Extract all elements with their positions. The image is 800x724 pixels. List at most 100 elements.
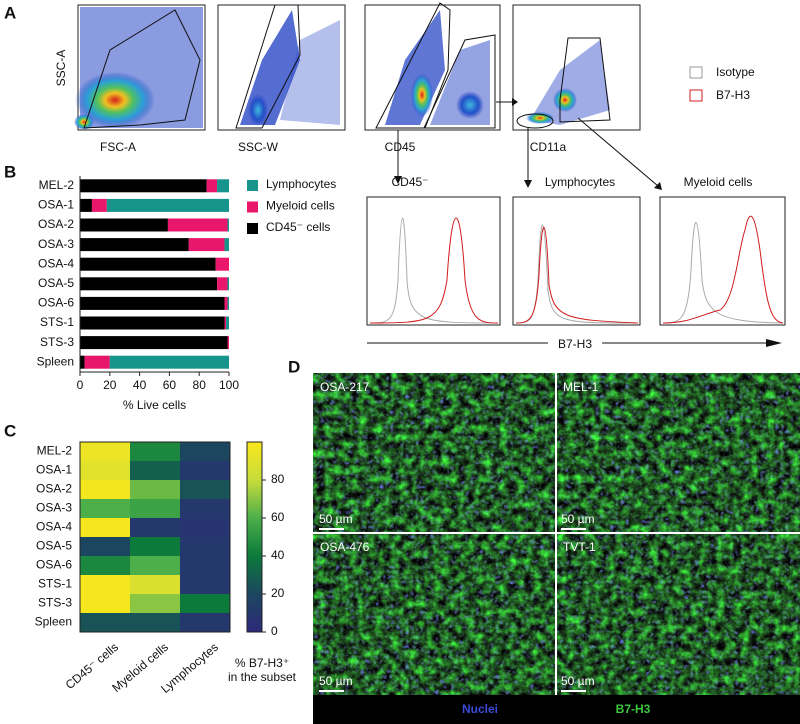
- row-label: STS-3: [38, 596, 72, 610]
- legend-label: Isotype: [716, 65, 755, 79]
- bar-segment: [217, 277, 228, 291]
- scale-label: 50 µm: [319, 512, 353, 526]
- row-label: OSA-3: [36, 501, 72, 515]
- plot-frame: [512, 4, 641, 131]
- bar-segment: [215, 257, 229, 271]
- bar-segment: [84, 355, 110, 369]
- arrow: [654, 182, 662, 190]
- gate: [516, 113, 554, 129]
- y-tick-label: OSA-3: [38, 237, 74, 251]
- bar-segment: [80, 336, 228, 350]
- label-bg: [548, 336, 602, 352]
- row-label: OSA-1: [36, 463, 72, 477]
- colorbar-label: % B7-H3⁺: [235, 656, 289, 670]
- plot-frame: [512, 196, 641, 326]
- heatmap-cell: [130, 518, 180, 537]
- density: [530, 40, 610, 125]
- plot-frame: [659, 196, 786, 326]
- x-axis-label: % Live cells: [123, 398, 186, 412]
- heatmap-cell: [180, 556, 230, 575]
- y-tick-label: OSA-6: [38, 296, 74, 310]
- heatmap-cell: [180, 442, 230, 461]
- legend-swatch: [247, 201, 258, 213]
- y-tick-label: MEL-2: [39, 178, 75, 192]
- bar-segment: [80, 218, 168, 232]
- channel-label: Nuclei: [462, 702, 498, 716]
- axis-label: B7-H3: [558, 337, 592, 351]
- x-tick-label: 0: [77, 378, 84, 392]
- heatmap-cell: [180, 613, 230, 632]
- heatmap-cell: [130, 556, 180, 575]
- bar-segment: [227, 296, 229, 310]
- heatmap-cell: [80, 499, 130, 518]
- heatmap-cell: [180, 594, 230, 613]
- row-label: OSA-5: [36, 539, 72, 553]
- heatmap-cell: [180, 461, 230, 480]
- density: [456, 91, 484, 119]
- micrographs: [313, 373, 800, 724]
- bar-segment: [167, 218, 228, 232]
- heatmap-cell: [130, 499, 180, 518]
- channel-label: B7-H3: [616, 702, 651, 716]
- heatmap-cell: [130, 575, 180, 594]
- heatmap-cell: [80, 537, 130, 556]
- density: [280, 20, 340, 125]
- density: [553, 88, 577, 112]
- histogram-isotype: [662, 222, 784, 324]
- bar-segment: [224, 296, 228, 310]
- heatmap-cell: [80, 575, 130, 594]
- legend-label: Lymphocytes: [266, 177, 336, 191]
- bar-segment: [80, 355, 85, 369]
- row-label: OSA-6: [36, 558, 72, 572]
- x-tick-label: 100: [219, 378, 239, 392]
- bar-segment: [80, 277, 218, 291]
- axis-label: FSC-A: [100, 140, 136, 154]
- legend-swatch: [247, 223, 258, 234]
- row-label: OSA-2: [36, 482, 72, 496]
- histogram-b7h3: [662, 215, 784, 324]
- heatmap-cell: [80, 442, 130, 461]
- heatmap-cell: [130, 613, 180, 632]
- histogram-b7h3: [369, 217, 499, 324]
- row-label: MEL-2: [37, 444, 73, 458]
- axis-arrow: [766, 339, 782, 347]
- axis-label: SSC-A: [54, 50, 68, 87]
- panel-label: B: [4, 162, 16, 181]
- legend-swatch: [689, 66, 703, 79]
- legend-label: Myeloid cells: [266, 199, 335, 213]
- bar-segment: [80, 198, 92, 212]
- heatmap-cell: [80, 594, 130, 613]
- heatmap-cell: [180, 499, 230, 518]
- image-label: OSA-476: [320, 540, 370, 554]
- histogram-isotype: [369, 217, 499, 324]
- panel-label: C: [4, 421, 16, 440]
- x-tick-label: 20: [103, 378, 117, 392]
- gate: [423, 34, 496, 129]
- bar-segment: [227, 277, 229, 291]
- bar-segment: [226, 316, 229, 330]
- bar-segment: [224, 316, 227, 330]
- bar-segment: [188, 238, 225, 252]
- bar-segment: [106, 198, 229, 212]
- legend-label: B7-H3: [716, 88, 750, 102]
- gate: [235, 4, 301, 129]
- heatmap-cell: [130, 461, 180, 480]
- heatmap-cell: [130, 594, 180, 613]
- density: [526, 112, 554, 124]
- y-tick-label: Spleen: [37, 354, 74, 368]
- axis-label: CD11a: [530, 140, 567, 154]
- y-tick-label: OSA-1: [38, 198, 74, 212]
- heatmap-cell: [130, 480, 180, 499]
- bar-segment: [109, 355, 229, 369]
- gate: [83, 9, 201, 129]
- bar-segment: [91, 198, 107, 212]
- heatmap-cell: [80, 518, 130, 537]
- colorbar-tick-label: 20: [271, 586, 285, 600]
- bar-segment: [80, 257, 216, 271]
- y-tick-label: OSA-2: [38, 217, 74, 231]
- heatmap-cell: [180, 518, 230, 537]
- x-tick-label: 40: [133, 378, 147, 392]
- histogram-title: Myeloid cells: [684, 175, 753, 189]
- scale-label: 50 µm: [561, 674, 595, 688]
